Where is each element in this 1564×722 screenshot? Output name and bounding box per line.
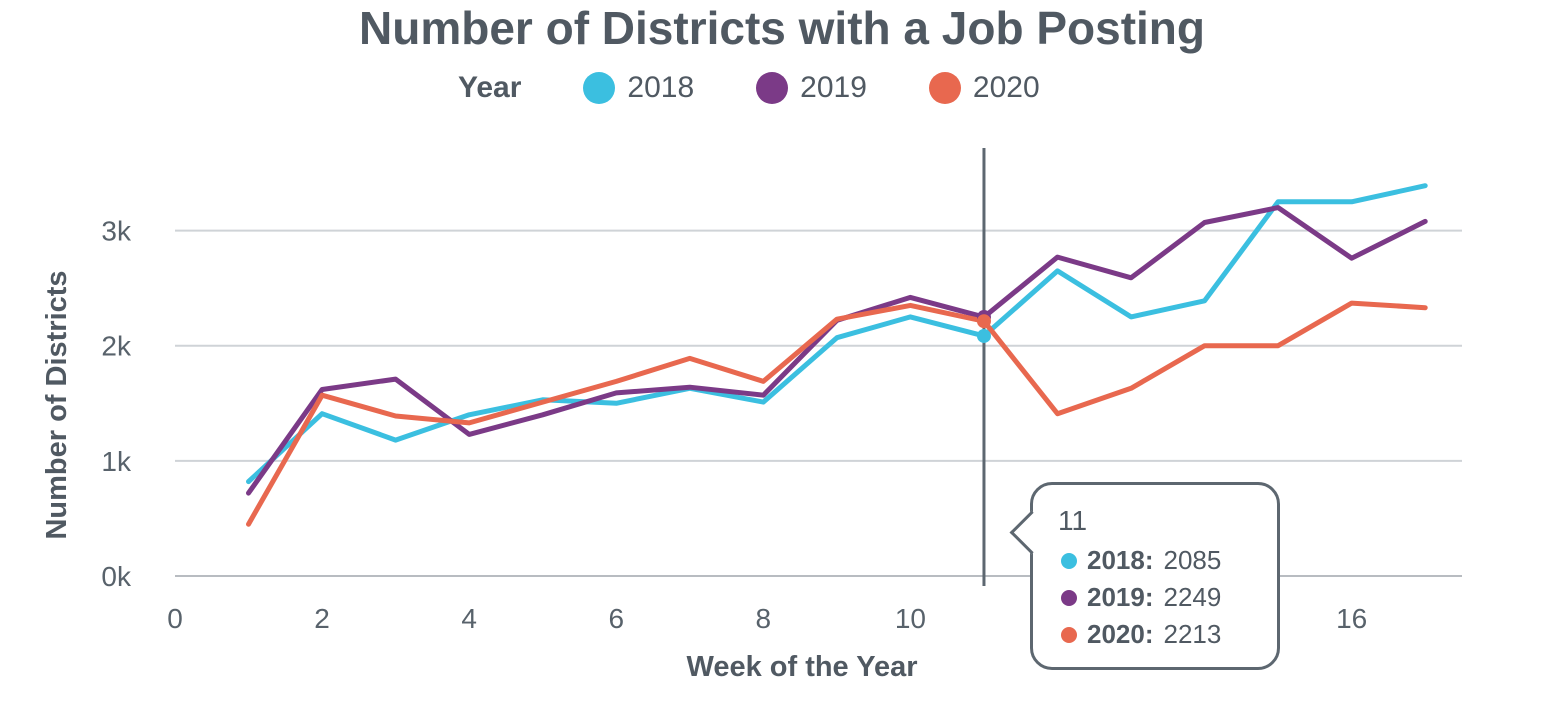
y-tick-label: 1k	[101, 446, 132, 477]
tooltip-series-value: 2213	[1163, 619, 1222, 649]
tooltip-row-2019: 2019: 2249	[1061, 582, 1221, 613]
y-axis-title: Number of Districts	[41, 270, 73, 539]
x-tick-label: 0	[167, 603, 183, 634]
tooltip: 11 2018: 2085 2019: 2249 2020: 2213	[1009, 482, 1280, 670]
legend-label-2019: 2019	[800, 71, 867, 104]
legend-marker-2018	[583, 72, 616, 104]
legend-item-2020[interactable]: 2020	[928, 71, 1040, 105]
hover-point-2020	[976, 314, 991, 329]
hover-point-2018	[976, 328, 991, 343]
legend-item-2018[interactable]: 2018	[583, 71, 694, 105]
tooltip-series-value: 2085	[1163, 545, 1222, 575]
series-line-2018	[246, 183, 1428, 485]
x-tick-label: 16	[1336, 603, 1367, 634]
x-tick-label: 4	[461, 603, 477, 634]
tooltip-marker-2020	[1061, 626, 1077, 643]
chart-title: Number of Districts with a Job Posting	[359, 2, 1205, 54]
series-line-2020	[246, 300, 1428, 527]
y-tick-label: 3k	[101, 216, 132, 247]
tooltip-week: 11	[1058, 505, 1088, 536]
x-tick-label: 10	[895, 603, 926, 634]
x-tick-label: 2	[314, 603, 330, 634]
legend-title: Year	[458, 71, 522, 104]
legend-marker-2019	[756, 72, 789, 104]
tooltip-marker-2018	[1061, 552, 1077, 569]
series-line-2019	[246, 205, 1428, 496]
tooltip-series-name: 2019:	[1087, 582, 1154, 612]
legend: Year 2018 2019 2020	[458, 66, 1102, 110]
y-tick-label: 2k	[101, 331, 132, 362]
tooltip-row-2020: 2020: 2213	[1061, 619, 1221, 650]
x-tick-label: 8	[756, 603, 772, 634]
x-axis-title: Week of the Year	[686, 651, 917, 683]
tooltip-marker-2019	[1061, 589, 1077, 606]
legend-item-2019[interactable]: 2019	[756, 71, 867, 105]
legend-marker-2020	[928, 72, 961, 104]
tooltip-series-name: 2020:	[1087, 619, 1154, 649]
tooltip-row-2018: 2018: 2085	[1061, 545, 1221, 576]
legend-label-2018: 2018	[627, 71, 695, 104]
tooltip-series-name: 2018:	[1087, 545, 1154, 575]
y-tick-label: 0k	[101, 561, 132, 592]
tooltip-series-value: 2249	[1163, 582, 1222, 612]
legend-label-2020: 2020	[972, 71, 1040, 104]
x-tick-label: 6	[608, 603, 624, 634]
